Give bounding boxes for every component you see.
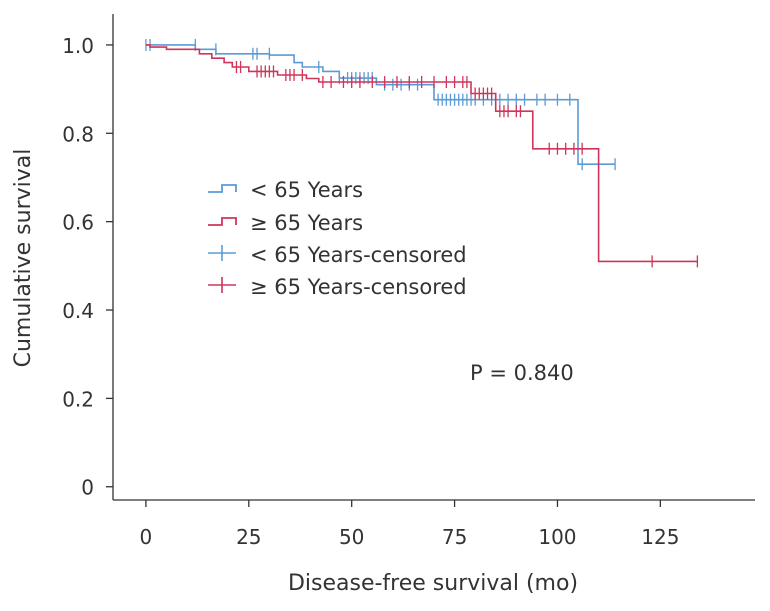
legend-item-ge65: ≥ 65 Years [208,211,363,235]
y-tick-label: 1.0 [62,34,94,58]
x-tick-label: 0 [140,525,153,549]
y-tick-label: 0 [81,476,94,500]
y-tick-label: 0.8 [62,122,94,146]
survival-curve-ge65 [145,44,698,263]
legend-label-ge65-censored: ≥ 65 Years-censored [250,275,467,299]
y-tick-label: 0.2 [62,387,94,411]
x-tick-label: 125 [641,525,679,549]
series-layer [145,38,699,268]
y-tick-label: 0.6 [62,211,94,235]
legend-symbol-ge65-censor [208,277,236,293]
p-value-annotation: P = 0.840 [470,361,574,385]
y-tick-label: 0.4 [62,299,94,323]
series-lt65 [145,38,616,171]
legend: < 65 Years ≥ 65 Years < 65 Years-censore… [208,178,467,299]
x-tick-label: 50 [339,525,364,549]
legend-symbol-lt65-step [208,184,237,193]
y-ticks: 0 0.2 0.4 0.6 0.8 1.0 [62,34,113,500]
legend-step-line [208,217,237,226]
legend-label-lt65: < 65 Years [250,178,363,202]
legend-step-line [208,184,237,193]
x-ticks: 0 25 50 75 100 125 [140,500,679,549]
legend-label-ge65: ≥ 65 Years [250,211,363,235]
x-tick-label: 75 [442,525,467,549]
legend-symbol-ge65-step [208,217,237,226]
legend-label-lt65-censored: < 65 Years-censored [250,243,467,267]
legend-item-lt65-censored: < 65 Years-censored [208,243,467,267]
x-tick-label: 25 [236,525,261,549]
y-axis-label: Cumulative survival [11,149,36,368]
series-ge65 [145,44,699,268]
legend-symbol-lt65-censor [208,245,236,261]
legend-item-lt65: < 65 Years [208,178,363,202]
x-axis-label: Disease-free survival (mo) [288,571,578,596]
legend-item-ge65-censored: ≥ 65 Years-censored [208,275,467,299]
x-tick-label: 100 [538,525,576,549]
